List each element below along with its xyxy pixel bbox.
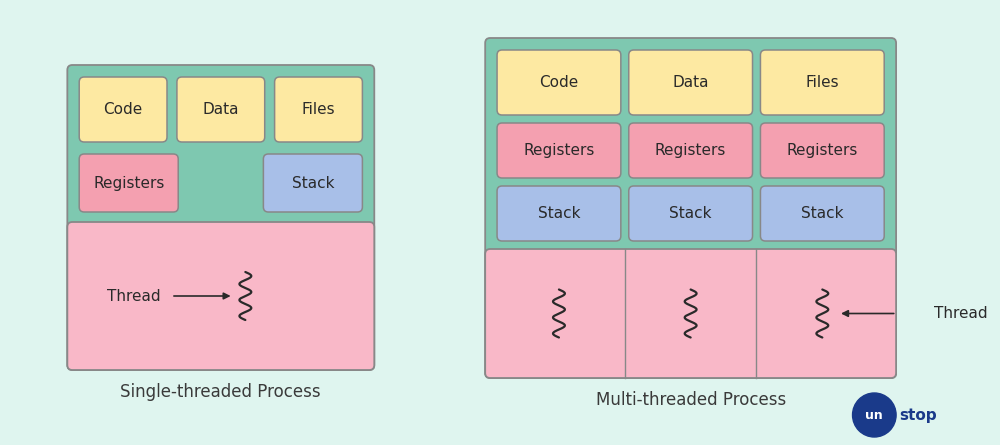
- Text: Code: Code: [103, 102, 143, 117]
- Text: Thread: Thread: [934, 306, 988, 321]
- FancyBboxPatch shape: [485, 38, 896, 378]
- Text: Registers: Registers: [655, 143, 726, 158]
- Text: Code: Code: [539, 75, 579, 90]
- Text: Data: Data: [203, 102, 239, 117]
- FancyBboxPatch shape: [629, 123, 753, 178]
- FancyBboxPatch shape: [485, 249, 896, 378]
- FancyBboxPatch shape: [760, 50, 884, 115]
- Circle shape: [853, 393, 896, 437]
- FancyBboxPatch shape: [79, 77, 167, 142]
- FancyBboxPatch shape: [760, 186, 884, 241]
- Text: Registers: Registers: [93, 175, 164, 190]
- FancyBboxPatch shape: [760, 123, 884, 178]
- FancyBboxPatch shape: [629, 50, 753, 115]
- FancyBboxPatch shape: [263, 154, 362, 212]
- Text: Stack: Stack: [801, 206, 844, 221]
- Text: Data: Data: [672, 75, 709, 90]
- Text: Multi-threaded Process: Multi-threaded Process: [596, 391, 786, 409]
- Text: Stack: Stack: [292, 175, 334, 190]
- FancyBboxPatch shape: [497, 123, 621, 178]
- FancyBboxPatch shape: [497, 50, 621, 115]
- Text: stop: stop: [899, 408, 937, 422]
- FancyBboxPatch shape: [629, 186, 753, 241]
- FancyBboxPatch shape: [67, 65, 374, 370]
- Text: un: un: [865, 409, 883, 421]
- Text: Registers: Registers: [787, 143, 858, 158]
- Text: Single-threaded Process: Single-threaded Process: [120, 383, 321, 401]
- FancyBboxPatch shape: [67, 222, 374, 370]
- Text: Files: Files: [302, 102, 335, 117]
- FancyBboxPatch shape: [177, 77, 265, 142]
- Text: Stack: Stack: [538, 206, 580, 221]
- Text: Files: Files: [806, 75, 839, 90]
- Text: Thread: Thread: [107, 288, 160, 303]
- FancyBboxPatch shape: [79, 154, 178, 212]
- FancyBboxPatch shape: [497, 186, 621, 241]
- Text: Registers: Registers: [523, 143, 595, 158]
- Text: Stack: Stack: [669, 206, 712, 221]
- FancyBboxPatch shape: [275, 77, 362, 142]
